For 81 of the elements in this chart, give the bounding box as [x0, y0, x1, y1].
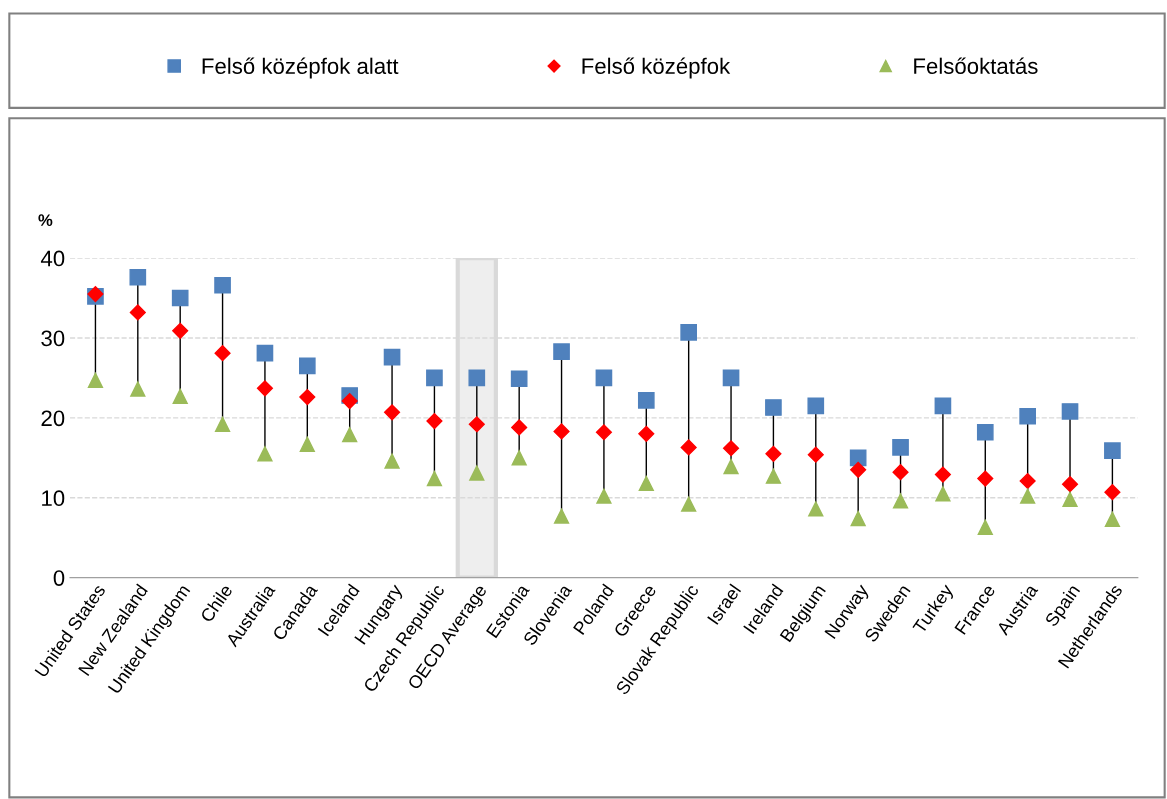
- point: [977, 519, 993, 535]
- point: [850, 510, 866, 527]
- point: [256, 344, 274, 362]
- point: [596, 488, 612, 504]
- point: [892, 439, 909, 456]
- legend-label: Felsőoktatás: [914, 57, 1038, 75]
- point: [1061, 403, 1079, 420]
- point: [807, 446, 824, 463]
- point: [977, 470, 994, 487]
- point: [850, 461, 867, 478]
- point: [214, 416, 231, 432]
- point: [426, 413, 443, 430]
- point: [934, 466, 951, 483]
- y-tick-label: 0: [53, 570, 65, 586]
- point: [638, 475, 654, 492]
- point: [934, 397, 952, 415]
- point: [722, 440, 740, 457]
- y-tick-label: 20: [41, 410, 65, 427]
- point: [765, 468, 782, 484]
- point: [892, 464, 909, 481]
- point: [426, 470, 443, 487]
- point: [298, 357, 316, 375]
- point: [807, 397, 825, 415]
- point: [384, 453, 400, 469]
- point: [935, 486, 951, 502]
- point: [257, 446, 273, 462]
- point: [637, 391, 655, 409]
- point: [129, 304, 146, 321]
- point: [553, 423, 570, 440]
- point: [172, 322, 189, 339]
- point: [765, 399, 782, 416]
- point: [723, 458, 739, 475]
- point: [1104, 511, 1121, 527]
- point: [681, 496, 697, 512]
- point: [341, 393, 358, 410]
- point: [1020, 488, 1036, 504]
- legend-label: Felső középfok alatt: [202, 57, 399, 79]
- point: [553, 343, 570, 360]
- point: [1061, 476, 1079, 493]
- point: [383, 348, 401, 366]
- point: [214, 345, 231, 362]
- point: [680, 324, 698, 341]
- point: [468, 416, 485, 433]
- point: [808, 501, 824, 517]
- point: [976, 423, 994, 441]
- y-tick-label: 30: [41, 330, 65, 347]
- point: [1104, 442, 1121, 459]
- point: [722, 369, 740, 387]
- point: [511, 419, 528, 436]
- point: [214, 276, 231, 294]
- point: [638, 425, 655, 442]
- point: [553, 508, 570, 524]
- point: [171, 289, 189, 307]
- point: [1019, 407, 1036, 425]
- point: [469, 465, 485, 481]
- point: [595, 424, 612, 441]
- point: [342, 427, 358, 443]
- point: [87, 372, 104, 388]
- point: [1062, 491, 1078, 508]
- legend-label: Felső középfok: [582, 57, 731, 79]
- point: [892, 493, 909, 509]
- point: [129, 268, 147, 286]
- point: [510, 370, 528, 388]
- point: [172, 388, 188, 404]
- point: [256, 380, 273, 397]
- point: [383, 404, 401, 421]
- point: [511, 450, 527, 466]
- point: [849, 449, 867, 467]
- point: [1019, 472, 1036, 490]
- point: [299, 436, 315, 452]
- point: [1104, 484, 1121, 501]
- y-tick-label: 40: [40, 250, 65, 267]
- point: [680, 439, 697, 456]
- point: [468, 369, 486, 387]
- y-tick-label: 10: [42, 490, 65, 507]
- y-axis-title: %: [38, 214, 53, 226]
- point: [130, 381, 146, 397]
- point: [299, 389, 316, 406]
- point: [426, 369, 443, 387]
- point: [765, 445, 782, 462]
- point: [595, 369, 613, 387]
